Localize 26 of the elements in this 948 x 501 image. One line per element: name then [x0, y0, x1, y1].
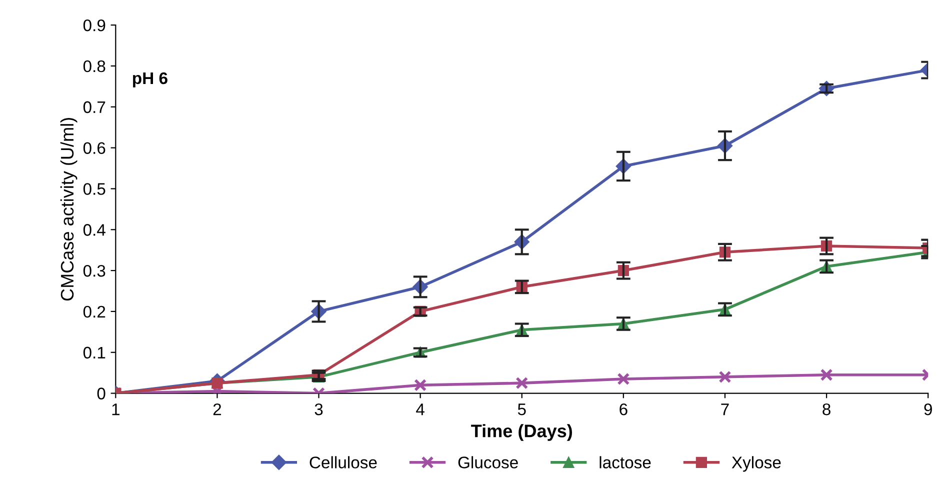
x-tick-label: 2	[213, 403, 222, 416]
x-tick-label: 9	[924, 403, 932, 416]
y-tick-label: 0.5	[83, 183, 106, 195]
y-tick-label: 0.2	[83, 306, 106, 318]
legend-label: Cellulose	[310, 456, 377, 468]
legend-label: Xylose	[732, 456, 781, 472]
x-tick-label: 7	[721, 404, 729, 416]
x-tick-label: 1	[112, 404, 120, 416]
x-tick-label: 6	[620, 403, 628, 416]
y-tick-label: 0	[97, 388, 106, 400]
x-axis-title: Time (Days)	[471, 424, 572, 441]
y-tick-label: 0.8	[83, 60, 106, 72]
annotation: pH 6	[133, 72, 168, 88]
y-tick-label: 0.7	[83, 101, 106, 114]
legend-label: lactose	[600, 456, 651, 468]
x-tick-label: 8	[822, 403, 830, 416]
y-tick-label: 0.1	[83, 346, 106, 359]
x-tick-label: 5	[518, 404, 526, 416]
y-tick-label: 0.3	[83, 264, 106, 277]
y-tick-label: 0.4	[83, 224, 106, 236]
legend-label: Glucose	[458, 456, 518, 468]
y-axis-title: CMCase activity (U/ml)	[60, 118, 78, 301]
y-tick-label: 0.9	[83, 19, 106, 32]
x-tick-label: 4	[416, 404, 424, 416]
x-tick-label: 3	[314, 403, 323, 416]
y-tick-label: 0.6	[83, 142, 106, 154]
